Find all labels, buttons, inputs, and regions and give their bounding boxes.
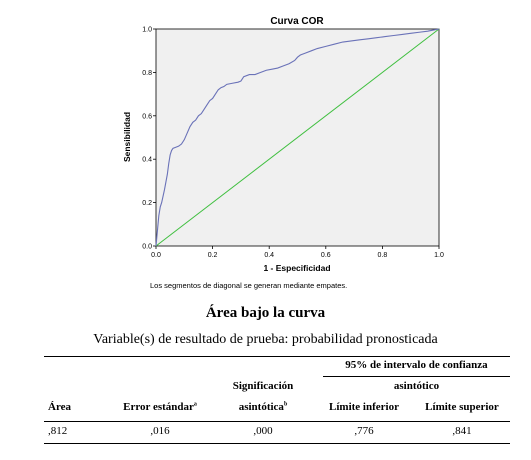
cell-lower: ,776 [354,425,374,437]
ci-group-header-line2: asintótico [393,380,440,392]
table-title: Área bajo la curva [205,305,326,321]
roc-chart: Curva COR 0.0 0.2 0.4 0.6 0.8 1.0 0.0 0.2 0.4 0.6… [122,16,444,290]
col-header-error: Error estándara [123,401,197,413]
col-header-error-footnote-mark: a [193,401,197,408]
col-header-area: Área [48,401,72,413]
chart-series [155,28,440,247]
group-header-rule [323,376,510,377]
x-axis-label: 1 - Especificidad [263,263,330,273]
x-tick-label: 0.6 [321,252,331,259]
col-header-sig-footnote-mark: b [283,401,288,408]
chart-title: Curva COR [270,16,324,27]
col-header-sig-line2: asintóticab [238,401,288,413]
y-tick-label: 0.8 [142,70,152,77]
x-tick-label: 0.0 [151,252,161,259]
cell-upper: ,841 [452,425,472,437]
col-header-upper: Límite superior [425,401,499,413]
header-bottom-rule [44,421,510,422]
col-header-sig-line1: Significación [232,380,294,392]
y-tick-label: 0.0 [142,244,152,251]
y-axis-label: Sensibilidad [122,112,132,162]
table-top-rule [44,356,510,357]
x-tick-label: 0.4 [264,252,274,259]
y-tick-label: 1.0 [142,27,152,34]
table-subtitle: Variable(s) de resultado de prueba: prob… [93,332,438,347]
y-tick-label: 0.4 [142,157,152,164]
y-tick-label: 0.6 [142,113,152,120]
x-tick-label: 1.0 [434,252,444,259]
axis-ticks: 0.0 0.2 0.4 0.6 0.8 1.0 0.0 0.2 0.4 0.6 0.8 1.0 [142,27,444,260]
ci-group-header-line1: 95% de intervalo de confianza [345,359,488,371]
cell-sig: ,000 [253,425,273,437]
y-tick-label: 0.2 [142,200,152,207]
x-tick-label: 0.8 [378,252,388,259]
cell-error: ,016 [150,425,170,437]
table-bottom-rule [44,443,510,444]
chart-footnote: Los segmentos de diagonal se generan med… [150,281,347,290]
reference-diagonal-line [155,28,440,247]
x-tick-label: 0.2 [208,252,218,259]
roc-curve-line [155,28,440,247]
col-header-lower: Límite inferior [329,401,399,413]
cell-area: ,812 [48,425,68,437]
